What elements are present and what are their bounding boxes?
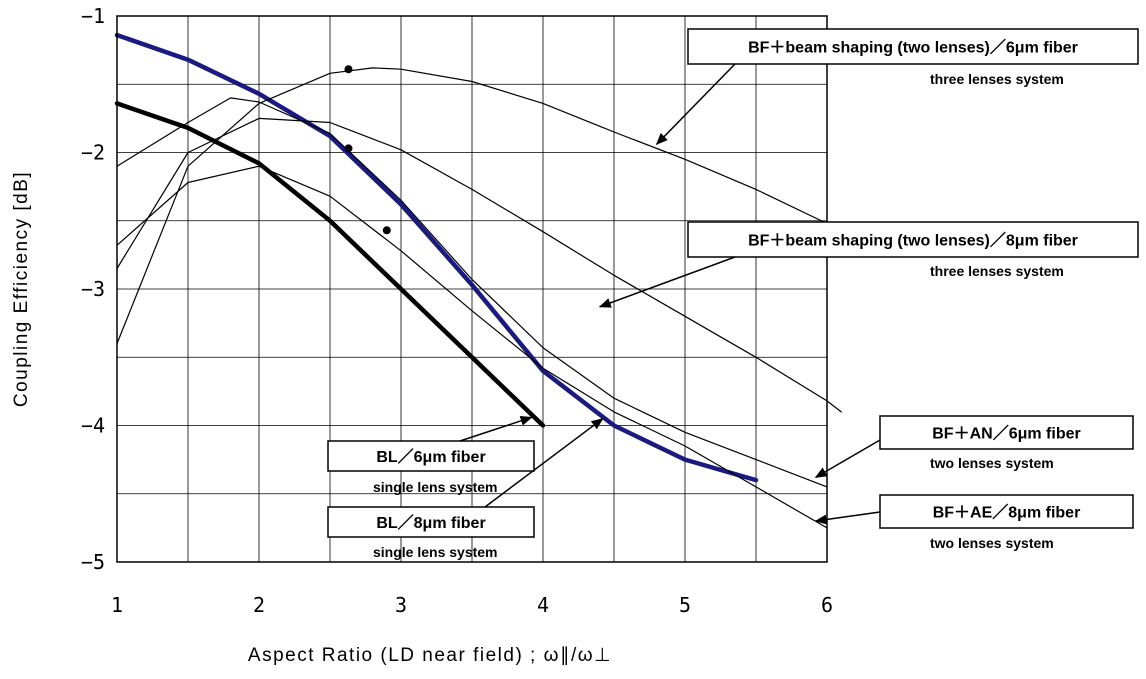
label-sub-text: three lenses system: [930, 71, 1064, 87]
label-arrow: [484, 418, 604, 508]
label-box: [687, 221, 1139, 258]
series-line-3: [116, 67, 842, 345]
label-arrow: [598, 256, 736, 308]
label-arrow: [814, 511, 881, 525]
x-tick-label: 6: [821, 593, 833, 617]
x-tick-label: 5: [679, 593, 691, 617]
x-tick-label: 3: [395, 593, 407, 617]
annotation-a1: BF＋beam shaping (two lenses)／6μm fiber th…: [655, 28, 1139, 146]
data-point-marker: [344, 65, 353, 74]
label-arrow: [655, 63, 736, 146]
x-tick-label: 2: [253, 593, 265, 617]
label-box-text: BF＋AN／6μm fiber: [932, 425, 1080, 443]
label-box-text: BL／8μm fiber: [376, 514, 485, 532]
label-sub-text: two lenses system: [930, 535, 1054, 551]
y-tick-label: −4: [81, 414, 105, 438]
annotation-a2: BF＋beam shaping (two lenses)／8μm fiber th…: [598, 221, 1139, 308]
series-line-6: [116, 165, 828, 529]
annotation-a4: BF＋AE／8μm fiber two lenses system: [814, 494, 1134, 551]
data-point-marker: [344, 144, 353, 153]
label-arrow: [459, 416, 533, 442]
series-line-2: [114, 32, 759, 483]
label-box: [879, 494, 1134, 529]
label-box: [687, 28, 1139, 65]
series-line-5: [116, 97, 828, 488]
data-point-marker: [382, 226, 391, 235]
y-tick-label: −5: [81, 550, 105, 574]
markers-group: [344, 65, 391, 235]
label-arrow: [814, 439, 881, 479]
label-box: [327, 506, 535, 538]
label-sub-text: single lens system: [373, 479, 498, 495]
tick-labels: 1 2 3 4 5 6 −1 −2 −3 −4 −5: [81, 4, 833, 617]
series-group: [114, 32, 842, 529]
label-sub-text: single lens system: [373, 544, 498, 560]
label-box: [327, 440, 535, 472]
label-box-text: BF＋beam shaping (two lenses)／6μm fiber: [748, 39, 1078, 57]
series-line-4: [116, 117, 842, 413]
annotation-a6: BL／8μm fiber single lens system: [327, 418, 604, 560]
annotation-a3: BF＋AN／6μm fiber two lenses system: [814, 415, 1134, 479]
label-box-text: BF＋beam shaping (two lenses)／8μm fiber: [748, 232, 1078, 250]
label-box-text: BF＋AE／8μm fiber: [933, 504, 1081, 522]
label-sub-text: two lenses system: [930, 455, 1054, 471]
label-sub-text: three lenses system: [930, 263, 1064, 279]
series-line-1: [114, 101, 546, 428]
grid-lines: [117, 16, 827, 562]
x-axis-label: Aspect Ratio (LD near field) ; ω∥/ω⊥: [248, 645, 612, 666]
annotations-group: BF＋beam shaping (two lenses)／6μm fiber th…: [327, 28, 1139, 560]
y-axis-label: Coupling Efficiency [dB]: [11, 171, 32, 407]
x-tick-label: 4: [537, 593, 549, 617]
x-tick-label: 1: [111, 593, 123, 617]
plot-frame: [116, 15, 828, 563]
y-tick-label: −3: [81, 277, 105, 301]
label-box: [879, 415, 1134, 450]
annotation-a5: BL／6μm fiber single lens system: [327, 416, 535, 495]
y-tick-label: −2: [81, 141, 105, 165]
y-tick-label: −1: [81, 4, 105, 28]
label-box-text: BL／6μm fiber: [376, 448, 485, 466]
